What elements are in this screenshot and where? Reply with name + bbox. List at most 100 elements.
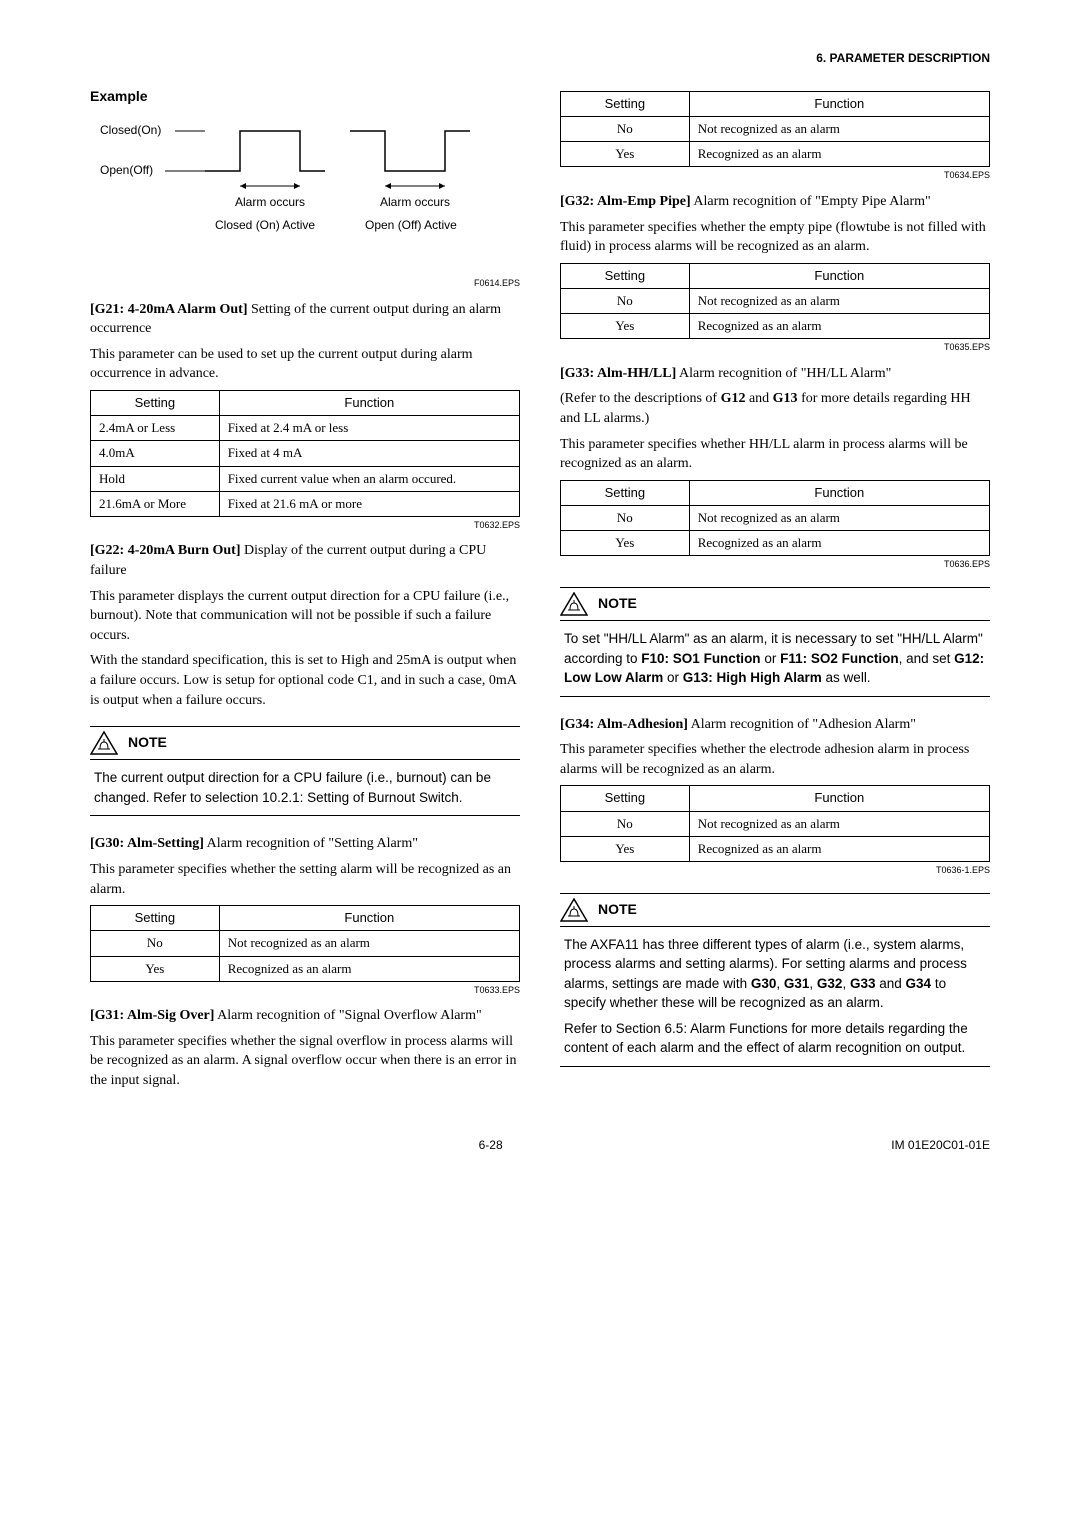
table-cell: Recognized as an alarm bbox=[689, 836, 989, 861]
g33-title: [G33: Alm-HH/LL] bbox=[560, 366, 676, 381]
page-number: 6-28 bbox=[479, 1137, 503, 1154]
g33-rest: Alarm recognition of "HH/LL Alarm" bbox=[676, 366, 891, 381]
g33-d1a: (Refer to the descriptions of bbox=[560, 391, 721, 406]
g31-rest: Alarm recognition of "Signal Overflow Al… bbox=[214, 1008, 481, 1023]
doc-id: IM 01E20C01-01E bbox=[891, 1137, 990, 1154]
n3-g31: G31 bbox=[784, 976, 810, 991]
g32-desc: This parameter specifies whether the emp… bbox=[560, 218, 990, 257]
table-cell: Not recognized as an alarm bbox=[689, 811, 989, 836]
n2-f11: F11: SO2 Function bbox=[780, 651, 899, 666]
n3-c3: , bbox=[842, 976, 850, 991]
g22-title: [G22: 4-20mA Burn Out] bbox=[90, 543, 241, 558]
table-cell: Fixed at 21.6 mA or more bbox=[219, 491, 519, 516]
g33-d1b: and bbox=[745, 391, 772, 406]
g31-heading: [G31: Alm-Sig Over] Alarm recognition of… bbox=[90, 1006, 520, 1026]
note-icon bbox=[560, 592, 588, 616]
g34-desc: This parameter specifies whether the ele… bbox=[560, 740, 990, 779]
table-cell: Fixed at 4 mA bbox=[219, 441, 519, 466]
g33-table: SettingFunction NoNot recognized as an a… bbox=[560, 480, 990, 557]
n2-b: or bbox=[761, 651, 781, 666]
note-body: The AXFA11 has three different types of … bbox=[560, 935, 990, 1067]
section-header: 6. PARAMETER DESCRIPTION bbox=[90, 50, 990, 67]
n3-g30: G30 bbox=[751, 976, 777, 991]
note-label: NOTE bbox=[128, 733, 167, 753]
note-g22: NOTE The current output direction for a … bbox=[90, 726, 520, 816]
table-cell: Yes bbox=[561, 836, 690, 861]
g34-col-0: Setting bbox=[561, 786, 690, 811]
t1-col-1: Function bbox=[689, 91, 989, 116]
g34-eps: T0636-1.EPS bbox=[560, 864, 990, 877]
table-cell: Not recognized as an alarm bbox=[689, 506, 989, 531]
n2-g13: G13: High High Alarm bbox=[683, 670, 822, 685]
page-footer: 6-28 IM 01E20C01-01E bbox=[90, 1137, 990, 1154]
table-cell: 2.4mA or Less bbox=[91, 416, 220, 441]
table-cell: 4.0mA bbox=[91, 441, 220, 466]
n3-c1: , bbox=[776, 976, 784, 991]
g30-table: SettingFunction NoNot recognized as an a… bbox=[90, 905, 520, 982]
g33-col-0: Setting bbox=[561, 480, 690, 505]
note-icon bbox=[560, 898, 588, 922]
table-cell: No bbox=[561, 506, 690, 531]
g30-desc: This parameter specifies whether the set… bbox=[90, 860, 520, 899]
n3-g33: G33 bbox=[850, 976, 876, 991]
n3-c2: , bbox=[809, 976, 817, 991]
g31-title: [G31: Alm-Sig Over] bbox=[90, 1008, 214, 1023]
right-column: SettingFunction NoNot recognized as an a… bbox=[560, 87, 990, 1097]
two-column-layout: Example Closed(On) Open(Off) bbox=[90, 87, 990, 1097]
g30-rest: Alarm recognition of "Setting Alarm" bbox=[204, 836, 418, 851]
table-cell: No bbox=[91, 931, 220, 956]
example-heading: Example bbox=[90, 87, 520, 107]
table-cell: Yes bbox=[561, 314, 690, 339]
table-cell: Recognized as an alarm bbox=[689, 531, 989, 556]
note-body: To set "HH/LL Alarm" as an alarm, it is … bbox=[560, 629, 990, 697]
g22-heading: [G22: 4-20mA Burn Out] Display of the cu… bbox=[90, 541, 520, 580]
timing-diagram: Closed(On) Open(Off) Alarm occurs Alarm … bbox=[90, 114, 520, 271]
g31-table: SettingFunction NoNot recognized as an a… bbox=[560, 91, 990, 168]
note-body: The current output direction for a CPU f… bbox=[90, 768, 520, 816]
n2-c: , and set bbox=[899, 651, 955, 666]
table-cell: Fixed at 2.4 mA or less bbox=[219, 416, 519, 441]
n2-d: or bbox=[663, 670, 683, 685]
g34-col-1: Function bbox=[689, 786, 989, 811]
g33-g12: G12 bbox=[721, 391, 746, 406]
g34-title: [G34: Alm-Adhesion] bbox=[560, 717, 688, 732]
g33-eps: T0636.EPS bbox=[560, 558, 990, 571]
g32-heading: [G32: Alm-Emp Pipe] Alarm recognition of… bbox=[560, 192, 990, 212]
g32-eps: T0635.EPS bbox=[560, 341, 990, 354]
g21-col-0: Setting bbox=[91, 390, 220, 415]
g33-desc2: This parameter specifies whether HH/LL a… bbox=[560, 435, 990, 474]
g21-heading: [G21: 4-20mA Alarm Out] Setting of the c… bbox=[90, 300, 520, 339]
g30-col-0: Setting bbox=[91, 906, 220, 931]
diagram-eps: F0614.EPS bbox=[90, 277, 520, 290]
table-cell: Recognized as an alarm bbox=[689, 142, 989, 167]
g22-p2: With the standard specification, this is… bbox=[90, 651, 520, 710]
table-cell: Not recognized as an alarm bbox=[219, 931, 519, 956]
open-active: Open (Off) Active bbox=[365, 218, 457, 232]
g34-rest: Alarm recognition of "Adhesion Alarm" bbox=[688, 717, 916, 732]
table-cell: Yes bbox=[561, 531, 690, 556]
g21-desc: This parameter can be used to set up the… bbox=[90, 345, 520, 384]
note-icon bbox=[90, 731, 118, 755]
note-label: NOTE bbox=[598, 594, 637, 614]
table-cell: No bbox=[561, 811, 690, 836]
table-cell: Yes bbox=[561, 142, 690, 167]
n3-p2: Refer to Section 6.5: Alarm Functions fo… bbox=[564, 1019, 986, 1058]
g33-col-1: Function bbox=[689, 480, 989, 505]
g21-eps: T0632.EPS bbox=[90, 519, 520, 532]
table-cell: No bbox=[561, 288, 690, 313]
n2-e: as well. bbox=[822, 670, 871, 685]
closed-active: Closed (On) Active bbox=[215, 218, 315, 232]
t1-col-0: Setting bbox=[561, 91, 690, 116]
g21-col-1: Function bbox=[219, 390, 519, 415]
g32-col-0: Setting bbox=[561, 263, 690, 288]
n3-c4: and bbox=[876, 976, 906, 991]
closed-on-label: Closed(On) bbox=[100, 123, 161, 137]
alarm-occurs-2: Alarm occurs bbox=[380, 195, 450, 209]
g34-heading: [G34: Alm-Adhesion] Alarm recognition of… bbox=[560, 715, 990, 735]
n3-g34: G34 bbox=[906, 976, 932, 991]
g21-title: [G21: 4-20mA Alarm Out] bbox=[90, 302, 247, 317]
g33-g13: G13 bbox=[773, 391, 798, 406]
table-cell: Not recognized as an alarm bbox=[689, 288, 989, 313]
note-g34: NOTE The AXFA11 has three different type… bbox=[560, 893, 990, 1067]
n3-g32: G32 bbox=[817, 976, 843, 991]
